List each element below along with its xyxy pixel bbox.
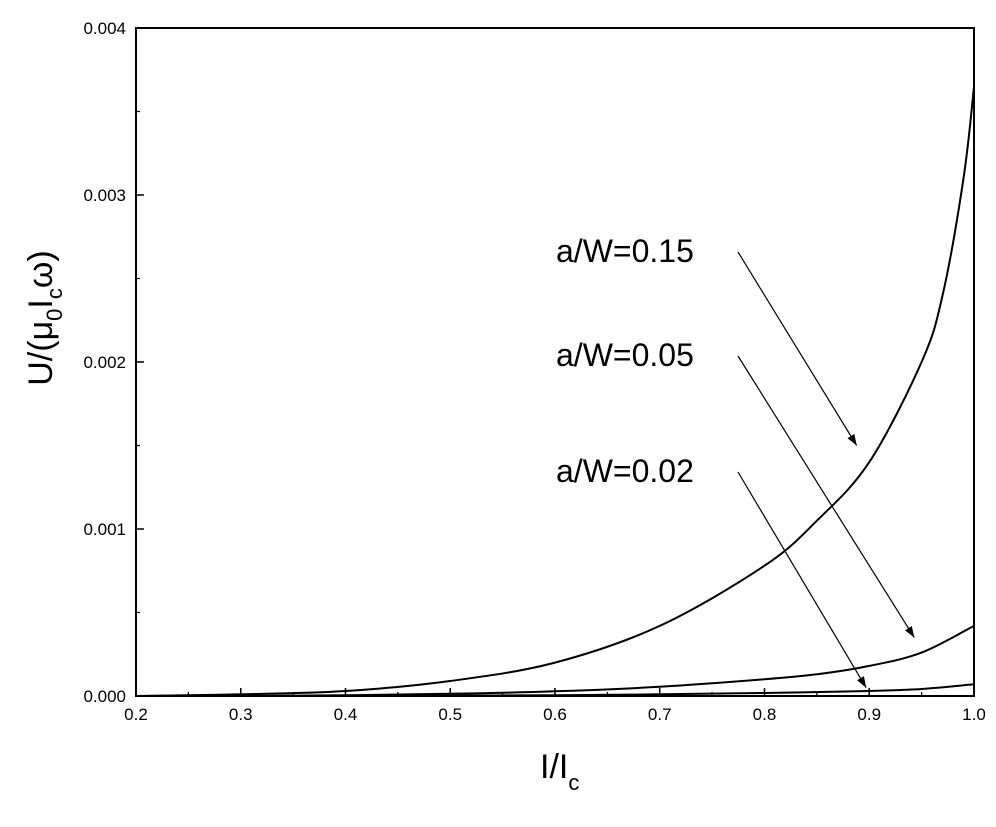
x-tick-label: 0.4	[334, 705, 358, 724]
x-tick-label: 0.2	[124, 705, 148, 724]
annotation-label: a/W=0.05	[556, 337, 694, 373]
annotation-arrow	[737, 471, 867, 688]
arrow-head	[905, 626, 915, 638]
annotation-arrow	[737, 251, 858, 446]
y-tick-label: 0.001	[83, 520, 126, 539]
plot-frame	[135, 27, 975, 697]
arrow-head	[847, 434, 857, 446]
y-axis-title: U/(μ0Icω)	[22, 250, 67, 386]
x-tick-label: 0.9	[857, 705, 881, 724]
x-tick-label: 0.8	[753, 705, 777, 724]
x-axis-title: I/Ic	[540, 748, 579, 795]
y-tick-label: 0.003	[83, 186, 126, 205]
x-tick-label: 0.7	[648, 705, 672, 724]
y-tick-label: 0.002	[83, 353, 126, 372]
annotation-label: a/W=0.02	[556, 453, 694, 489]
x-tick-label: 0.6	[543, 705, 567, 724]
arrow-head	[857, 676, 867, 688]
x-tick-label: 0.3	[229, 705, 253, 724]
y-tick-label: 0.004	[83, 19, 126, 38]
x-tick-label: 1.0	[962, 705, 986, 724]
series-line-1	[135, 625, 975, 698]
series-line-0	[135, 86, 975, 697]
y-tick-label: 0.000	[83, 687, 126, 706]
x-tick-label: 0.5	[438, 705, 462, 724]
annotation-arrow	[737, 355, 915, 638]
annotation-label: a/W=0.15	[556, 233, 694, 269]
